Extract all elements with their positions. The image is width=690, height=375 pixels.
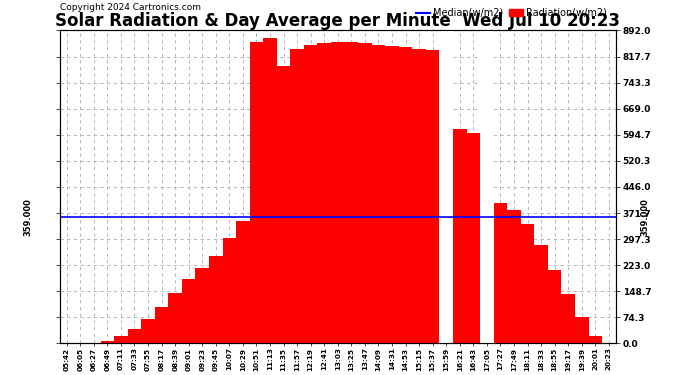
Bar [602, 343, 615, 344]
Bar [372, 45, 385, 344]
Bar [317, 44, 331, 344]
Bar [277, 66, 290, 344]
Bar [466, 133, 480, 344]
Text: 359.000: 359.000 [24, 198, 33, 236]
Bar [87, 343, 101, 344]
Bar [209, 256, 223, 344]
Legend: Median(w/m2), Radiation(w/m2): Median(w/m2), Radiation(w/m2) [412, 4, 611, 22]
Bar [548, 270, 562, 344]
Bar [385, 46, 399, 344]
Bar [168, 292, 182, 344]
Text: Copyright 2024 Cartronics.com: Copyright 2024 Cartronics.com [60, 3, 201, 12]
Bar [114, 336, 128, 344]
Bar [195, 268, 209, 344]
Bar [155, 307, 168, 344]
Bar [331, 42, 344, 344]
Bar [128, 329, 141, 344]
Bar [480, 30, 493, 344]
Bar [493, 203, 507, 344]
Bar [426, 51, 440, 344]
Title: Solar Radiation & Day Average per Minute  Wed Jul 10 20:23: Solar Radiation & Day Average per Minute… [55, 12, 620, 30]
Bar [223, 238, 236, 344]
Bar [236, 220, 250, 344]
Bar [521, 224, 534, 344]
Bar [250, 42, 264, 344]
Bar [453, 129, 466, 344]
Bar [141, 319, 155, 344]
Bar [562, 294, 575, 344]
Bar [290, 49, 304, 344]
Bar [399, 47, 413, 344]
Bar [534, 245, 548, 344]
Bar [440, 30, 453, 344]
Bar [264, 38, 277, 344]
Bar [304, 45, 317, 344]
Bar [358, 44, 372, 344]
Bar [575, 317, 589, 344]
Bar [101, 340, 114, 344]
Bar [344, 42, 358, 344]
Text: 359.000: 359.000 [640, 198, 650, 236]
Bar [413, 49, 426, 344]
Bar [507, 210, 521, 344]
Bar [589, 336, 602, 344]
Bar [182, 279, 195, 344]
